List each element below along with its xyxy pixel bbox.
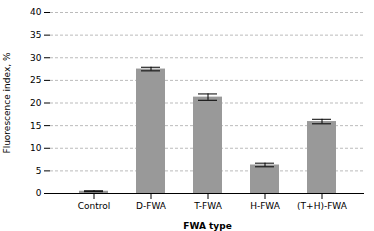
- svg-text:D-FWA: D-FWA: [136, 201, 167, 211]
- svg-text:15: 15: [30, 121, 41, 131]
- svg-text:(T+H)-FWA: (T+H)-FWA: [297, 201, 348, 211]
- svg-text:20: 20: [30, 98, 42, 108]
- svg-text:H-FWA: H-FWA: [250, 201, 281, 211]
- svg-text:30: 30: [30, 53, 42, 63]
- svg-text:FWA type: FWA type: [183, 221, 232, 231]
- svg-text:T-FWA: T-FWA: [193, 201, 223, 211]
- svg-text:Control: Control: [78, 201, 111, 211]
- svg-text:25: 25: [30, 75, 41, 85]
- svg-text:0: 0: [36, 188, 42, 198]
- svg-text:Fluorescence index, %: Fluorescence index, %: [2, 52, 12, 153]
- svg-text:35: 35: [30, 30, 41, 40]
- svg-text:5: 5: [36, 166, 42, 176]
- svg-text:10: 10: [30, 143, 42, 153]
- svg-text:40: 40: [30, 7, 42, 17]
